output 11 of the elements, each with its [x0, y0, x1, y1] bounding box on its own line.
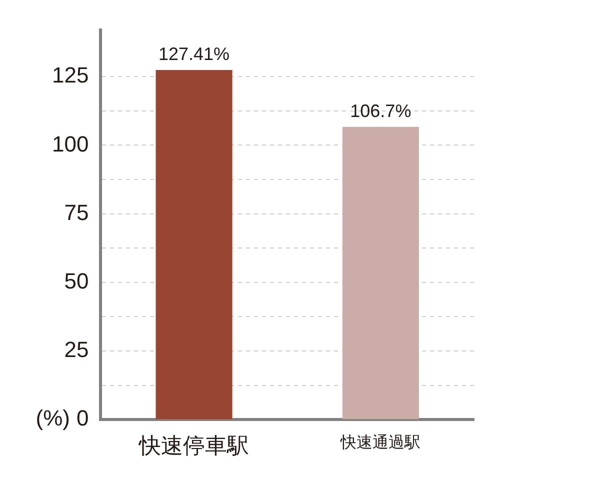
data-label: 127.41% — [158, 44, 230, 64]
y-axis-title: (%) — [36, 406, 70, 431]
x-tick-label: 快速停車駅 — [138, 432, 250, 458]
data-label: 106.7% — [350, 100, 412, 121]
x-tick-label: 快速通過駅 — [340, 434, 421, 452]
y-tick-label: 25 — [64, 337, 89, 362]
y-tick-label: 125 — [52, 62, 89, 88]
y-tick-label: 100 — [52, 131, 89, 156]
y-tick-label: 50 — [64, 268, 89, 294]
y-tick-label: 75 — [64, 200, 89, 225]
y-tick-label: 0 — [76, 406, 89, 431]
